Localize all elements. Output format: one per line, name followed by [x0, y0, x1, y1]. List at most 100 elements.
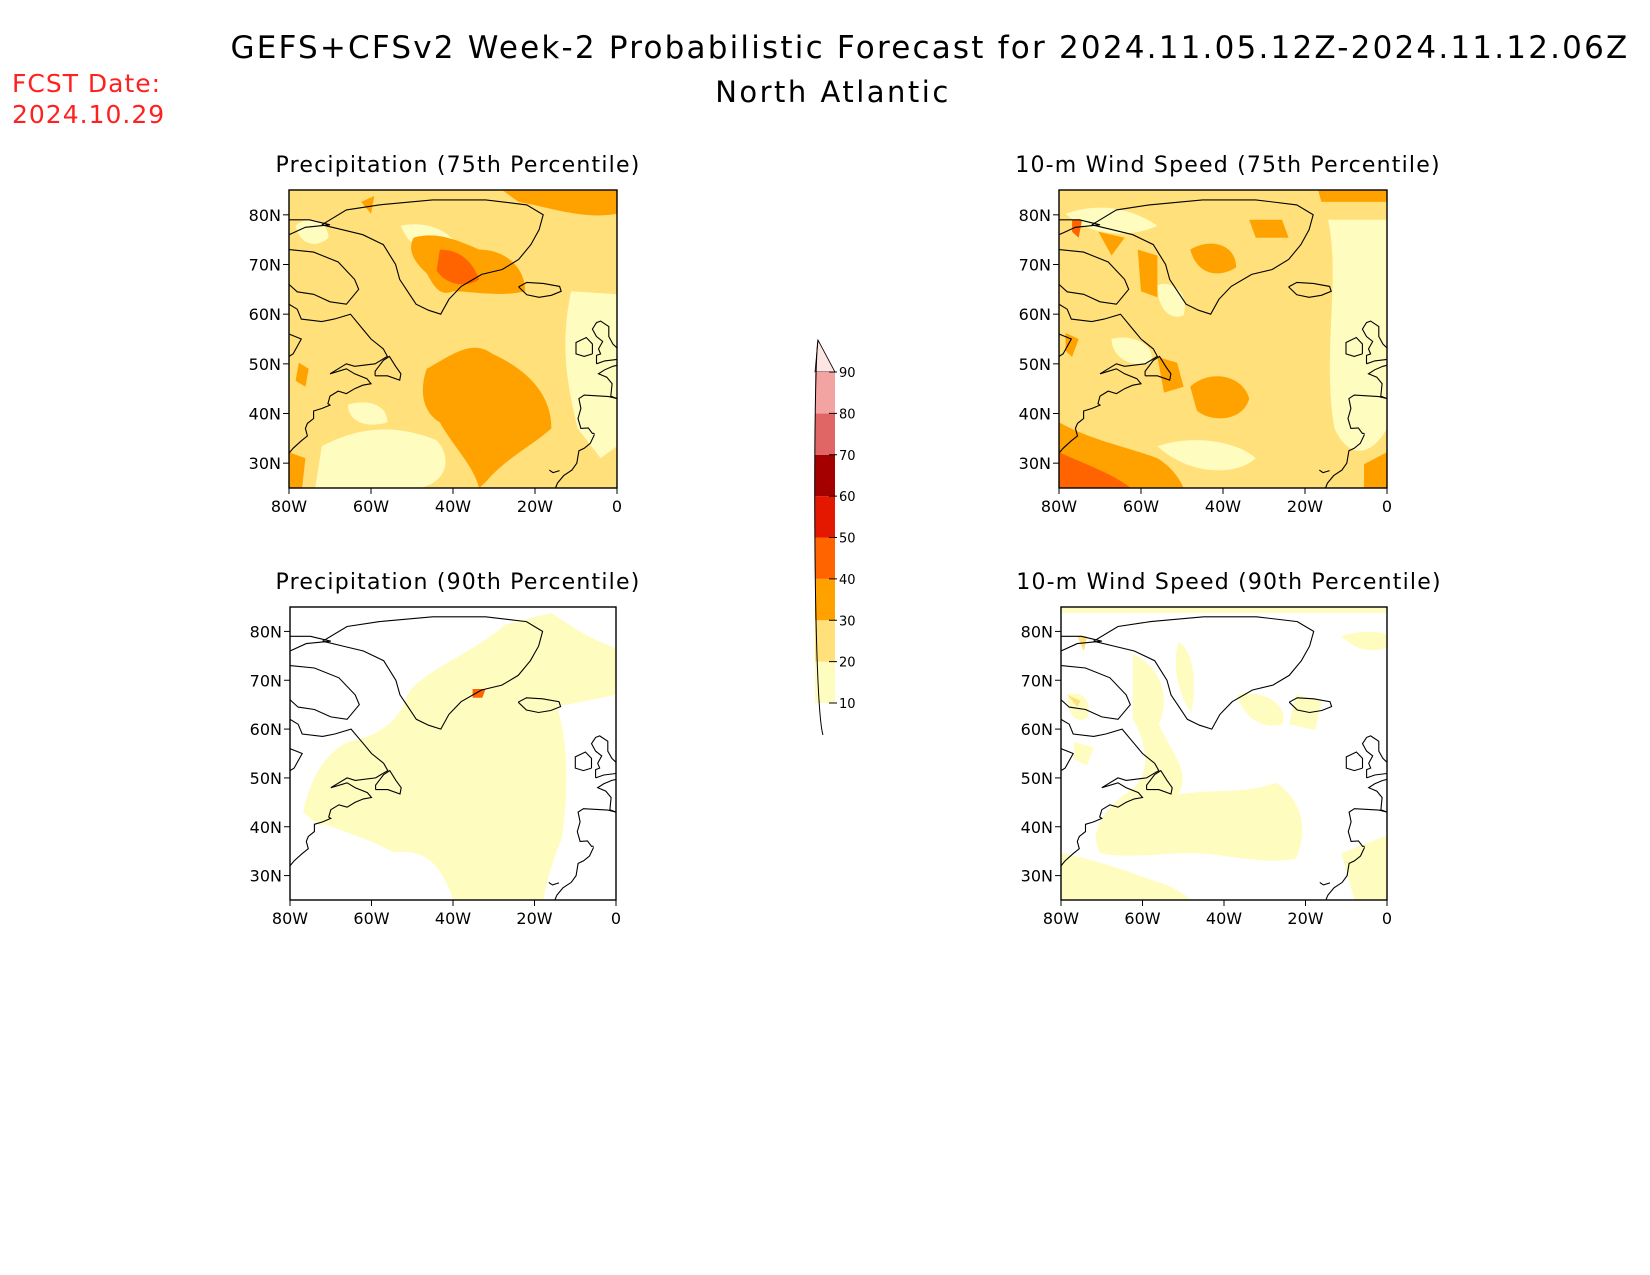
lon-tick-label: 0 — [612, 497, 622, 516]
colorbar-segment — [815, 454, 835, 497]
colorbar-tick-label: 40 — [839, 573, 856, 588]
lat-tick-label: 60N — [249, 305, 281, 324]
lon-tick-label: 40W — [1205, 497, 1241, 516]
lat-tick-label: 80N — [1021, 622, 1053, 641]
coastline — [321, 199, 544, 315]
coastline — [290, 718, 389, 867]
coastline — [1318, 469, 1330, 474]
lon-tick-label: 20W — [1287, 909, 1323, 928]
lat-tick-label: 50N — [1021, 769, 1053, 788]
colorbar-segment — [815, 578, 835, 621]
panel-title: 10-m Wind Speed (90th Percentile) — [1016, 570, 1441, 595]
lon-tick-label: 80W — [1041, 497, 1077, 516]
shading-region — [1157, 440, 1256, 471]
lat-tick-label: 60N — [250, 720, 282, 739]
shading-region — [306, 636, 408, 742]
colorbar-segment — [815, 413, 835, 455]
coastline — [554, 847, 595, 900]
probability-shading — [289, 190, 617, 488]
coastline — [518, 281, 562, 298]
shading-region — [1067, 694, 1081, 707]
coastline — [575, 336, 593, 357]
shading-region — [315, 429, 446, 488]
coastline — [1061, 665, 1131, 720]
coastline — [1059, 249, 1130, 305]
lat-tick-label: 30N — [1021, 867, 1053, 886]
coastline — [1091, 199, 1314, 315]
coastline — [548, 881, 560, 886]
coastline — [574, 751, 593, 772]
shading-region — [1318, 190, 1387, 202]
lon-tick-label: 0 — [611, 909, 621, 928]
shading-region — [1111, 337, 1152, 365]
coastline — [1061, 635, 1102, 652]
fcst-date: 2024.10.29 — [12, 100, 166, 129]
coastline — [577, 394, 617, 434]
shading-region — [472, 689, 486, 698]
lat-tick-label: 40N — [250, 818, 282, 837]
shading-region — [1065, 207, 1158, 234]
coastline — [1347, 394, 1387, 434]
shading-region — [1061, 853, 1192, 900]
coastline — [1361, 735, 1387, 779]
shading-region — [1137, 249, 1158, 298]
coastline — [1367, 364, 1387, 400]
coastline — [1319, 881, 1331, 886]
coastline — [1059, 219, 1101, 236]
shading-region — [1095, 653, 1303, 861]
map-panel-precip-90: Precipitation (90th Percentile) 80N 70N 60N… — [250, 570, 640, 928]
shading-region — [361, 196, 375, 214]
colorbar-tick-label: 70 — [839, 449, 856, 464]
colorbar-segment — [815, 496, 835, 538]
shading-region — [1175, 642, 1194, 713]
colorbar-tick-label: 80 — [839, 407, 856, 422]
map-panel-wind-75: 10-m Wind Speed (75th Percentile) 80N 70N 6… — [1015, 153, 1439, 516]
colorbar-tick-label: 90 — [839, 366, 856, 381]
probability-shading — [1061, 607, 1387, 900]
colorbar-segment — [815, 537, 835, 579]
lon-tick-label: 40W — [435, 497, 471, 516]
colorbar: 10 20 30 40 50 60 70 80 90 — [814, 338, 856, 736]
lat-tick-label: 40N — [249, 405, 281, 424]
coastline — [290, 748, 303, 772]
lon-tick-label: 60W — [1124, 909, 1160, 928]
coastline — [290, 665, 360, 720]
shading-region — [1289, 694, 1322, 731]
coastlines — [1061, 616, 1387, 900]
coastline — [289, 333, 303, 357]
coastline — [554, 434, 595, 488]
coastline — [596, 778, 616, 813]
coastline — [1059, 333, 1073, 357]
coastline — [1347, 808, 1387, 847]
lat-tick-label: 30N — [249, 454, 281, 473]
shading-region — [1098, 231, 1125, 256]
lon-tick-label: 60W — [353, 909, 389, 928]
shading-region — [1341, 631, 1387, 651]
probability-shading — [1059, 190, 1387, 488]
shading-region — [1328, 219, 1387, 451]
shading-region — [1364, 452, 1387, 488]
coastlines — [1059, 199, 1387, 488]
shading-region — [290, 607, 616, 900]
shading-region — [295, 362, 309, 387]
region-subtitle: North Atlantic — [715, 75, 951, 109]
lat-tick-label: 80N — [249, 206, 281, 225]
shading-region — [1061, 607, 1387, 613]
panel-title: Precipitation (75th Percentile) — [276, 153, 641, 178]
coastline — [1288, 697, 1333, 714]
coastline — [322, 616, 544, 730]
lat-tick-label: 80N — [1019, 206, 1051, 225]
colorbar-segment — [815, 661, 835, 703]
coastlines — [290, 616, 616, 900]
coastline — [590, 735, 616, 779]
shading-region — [420, 618, 499, 643]
coastline — [1061, 748, 1074, 772]
colorbar-segment — [815, 372, 835, 414]
lon-tick-label: 40W — [435, 909, 471, 928]
coastline — [1144, 355, 1172, 381]
lon-tick-label: 20W — [1287, 497, 1323, 516]
coastline — [1093, 616, 1315, 730]
coastline — [1361, 320, 1387, 365]
coastline — [1061, 718, 1160, 867]
